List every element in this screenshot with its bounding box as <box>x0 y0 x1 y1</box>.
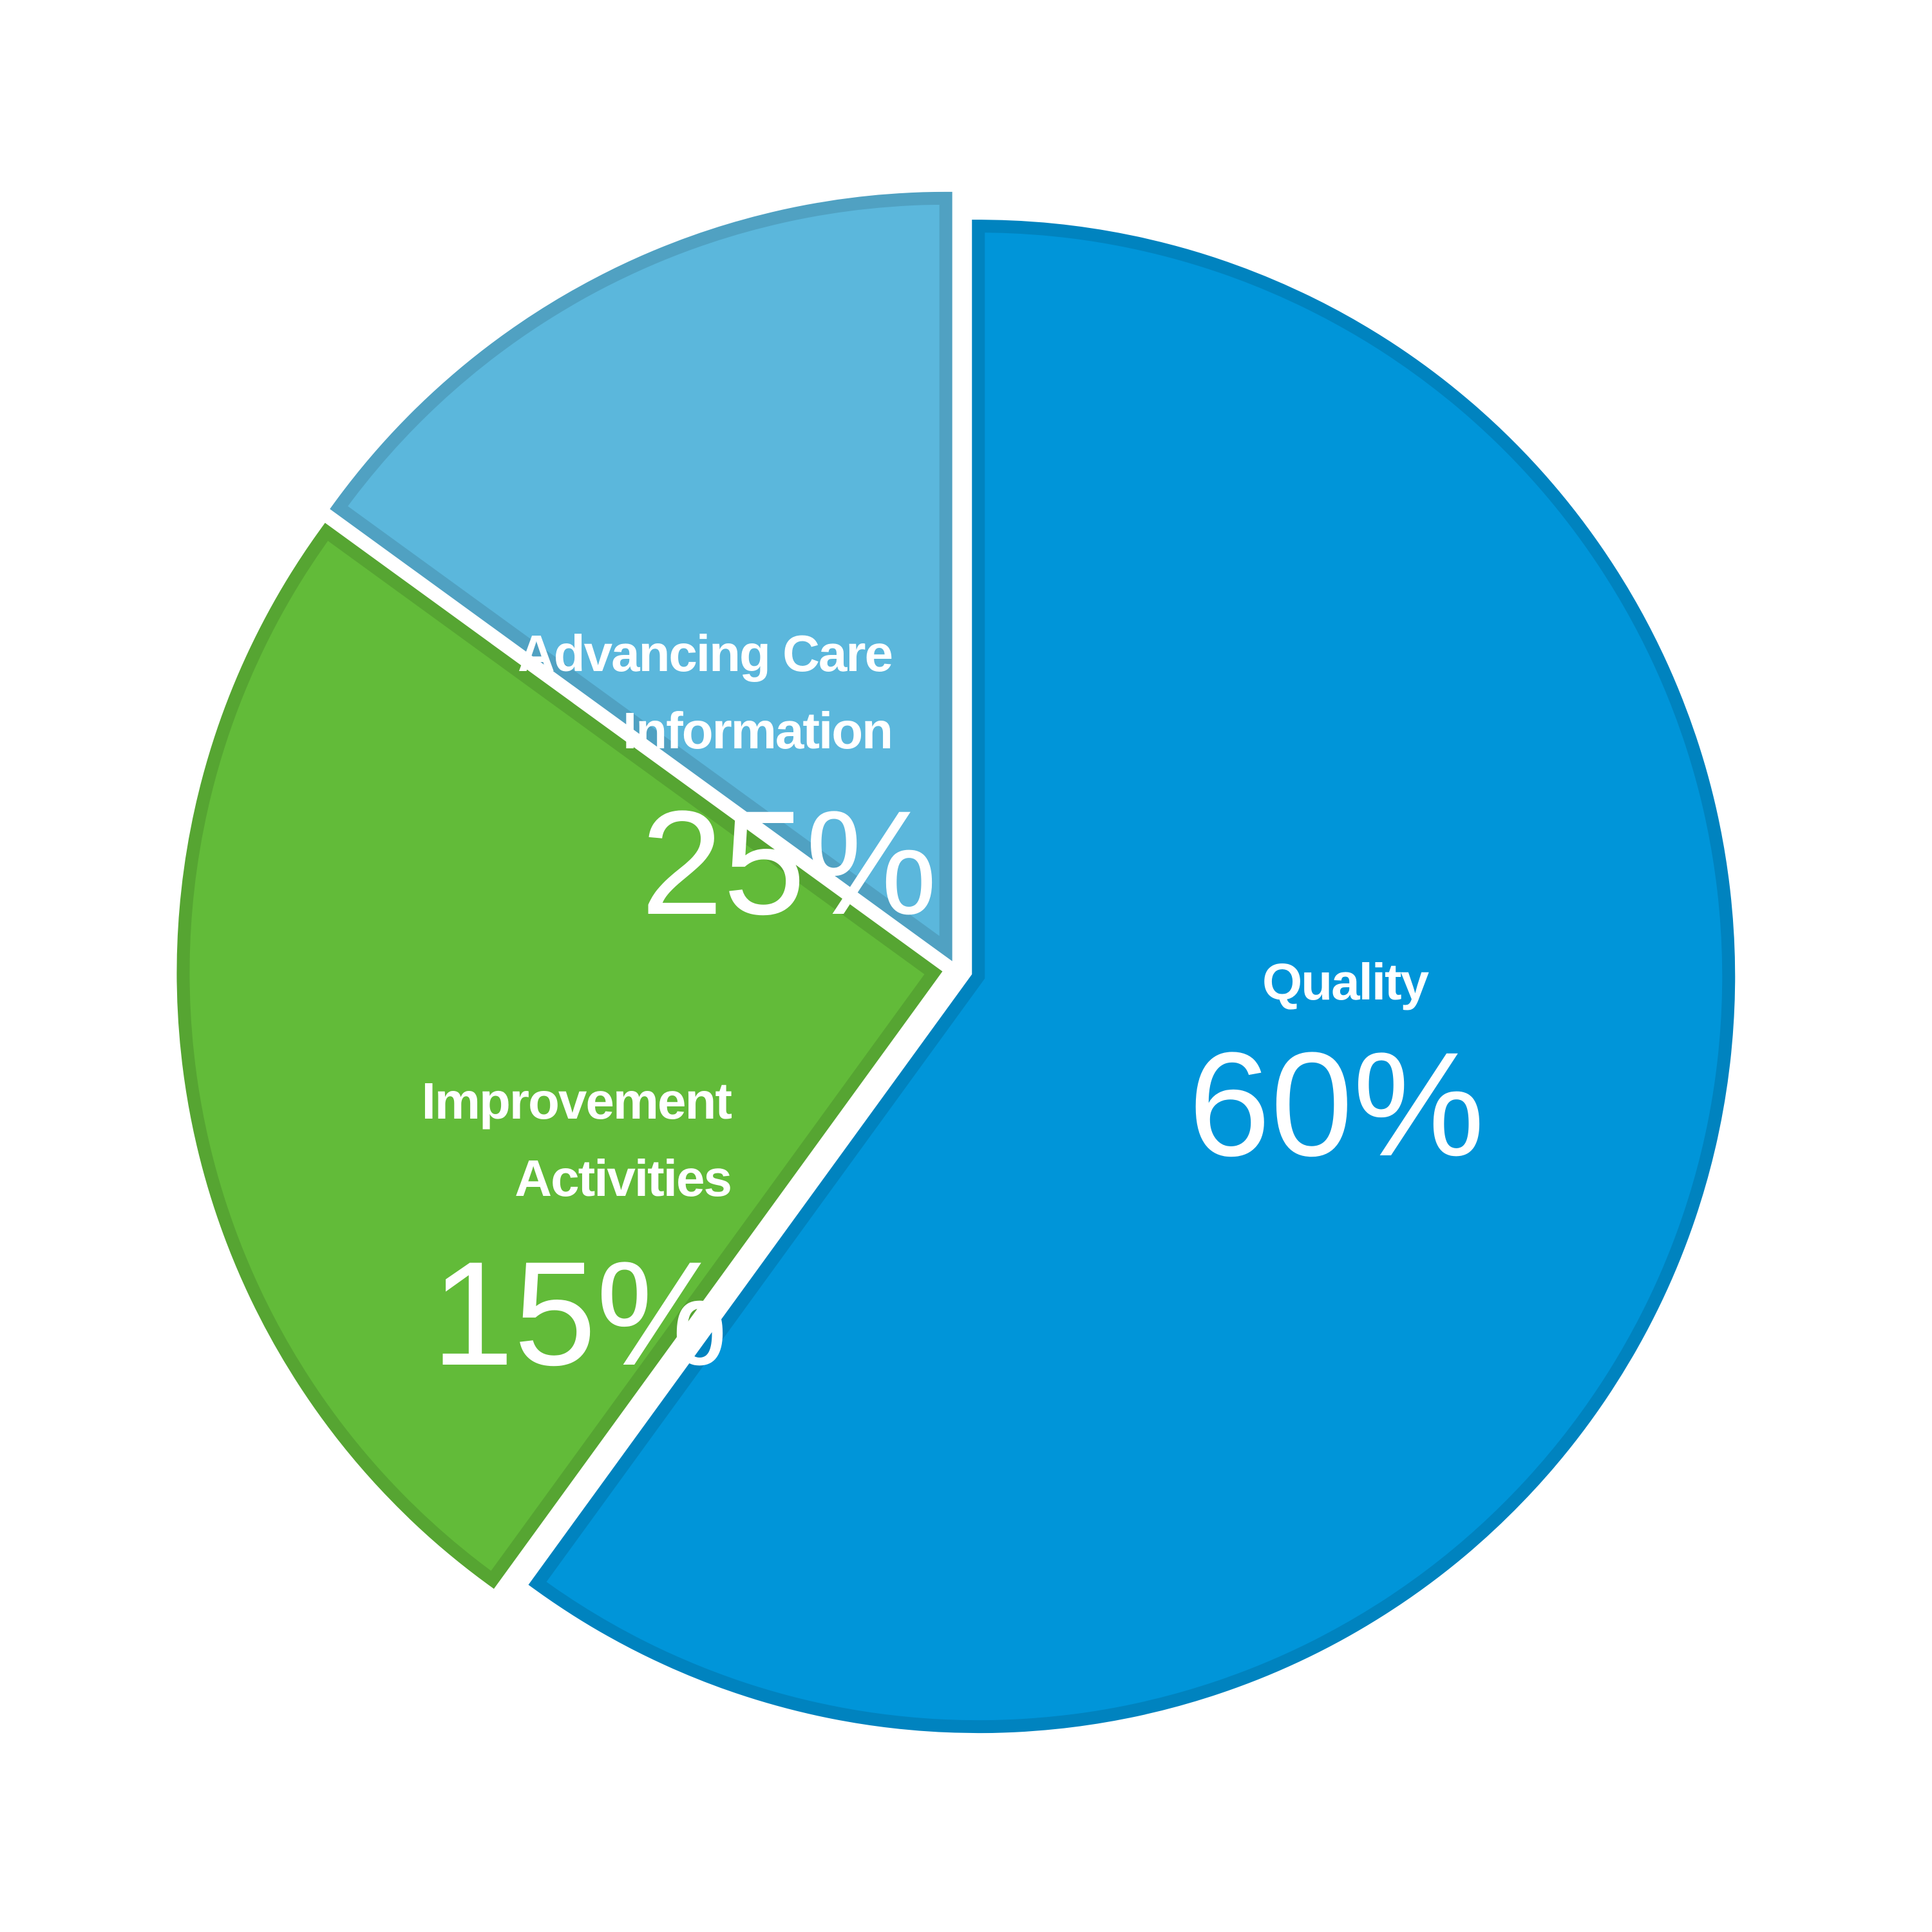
value-label: 15% <box>431 1231 728 1396</box>
value-label: 25% <box>641 780 938 945</box>
value-label: 60% <box>1188 1021 1485 1187</box>
pie-slice <box>528 220 1736 1734</box>
pie-slice <box>330 191 952 961</box>
pie-slice <box>176 522 943 1589</box>
slice-label: Improvement Activities <box>421 1072 732 1207</box>
slice-label: Advancing Care Information <box>517 625 893 759</box>
slice-label: Quality <box>1262 953 1429 1010</box>
